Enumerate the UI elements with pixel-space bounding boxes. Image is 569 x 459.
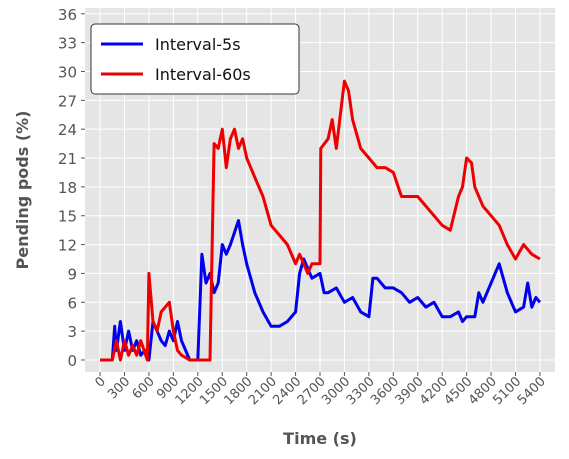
legend-box	[90, 23, 300, 95]
y-tick-label: 27	[58, 92, 77, 110]
lines	[100, 79, 542, 362]
y-tick-label: 21	[58, 150, 77, 168]
grid	[85, 8, 555, 372]
y-tick-label: 6	[67, 294, 77, 312]
x-axis-label: Time (s)	[283, 429, 357, 448]
y-tick-label: 9	[67, 265, 77, 283]
x-tick-label: 600	[130, 374, 158, 402]
x-tick-label: 300	[105, 374, 133, 402]
y-tick-label: 3	[67, 323, 77, 341]
legend-label: Interval-5s	[155, 35, 241, 54]
y-tick-label: 30	[58, 63, 77, 81]
legend: Interval-5s Interval-60s	[90, 23, 300, 95]
y-tick-label: 24	[58, 121, 77, 139]
y-tick-label: 18	[58, 179, 77, 197]
x-tick-label: 5400	[515, 374, 549, 408]
y-axis-label: Pending pods (%)	[13, 111, 32, 270]
x-tick-label: 0	[92, 374, 108, 390]
y-tick-label: 15	[58, 208, 77, 226]
y-tick-label: 33	[58, 35, 77, 53]
y-tick-label: 0	[67, 352, 77, 370]
legend-label: Interval-60s	[155, 65, 251, 84]
y-tick-label: 36	[58, 6, 77, 24]
series-line	[100, 79, 541, 362]
y-tick-label: 12	[58, 237, 77, 255]
